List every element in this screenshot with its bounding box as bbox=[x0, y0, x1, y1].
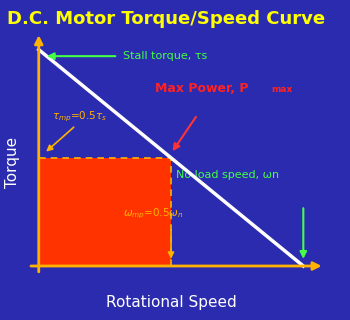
Text: $\omega_{mp}$=0.5$\omega_n$: $\omega_{mp}$=0.5$\omega_n$ bbox=[124, 207, 184, 221]
Text: Max Power, P: Max Power, P bbox=[155, 82, 248, 95]
Bar bbox=[39, 158, 171, 266]
Text: $\tau_{mp}$=0.5$\tau_s$: $\tau_{mp}$=0.5$\tau_s$ bbox=[52, 109, 107, 124]
Text: Stall torque, τs: Stall torque, τs bbox=[124, 51, 208, 61]
Text: No load speed, ωn: No load speed, ωn bbox=[176, 170, 279, 180]
Text: max: max bbox=[272, 85, 293, 94]
Text: Torque: Torque bbox=[5, 137, 20, 188]
Text: D.C. Motor Torque/Speed Curve: D.C. Motor Torque/Speed Curve bbox=[7, 10, 325, 28]
Text: Rotational Speed: Rotational Speed bbox=[106, 295, 236, 310]
